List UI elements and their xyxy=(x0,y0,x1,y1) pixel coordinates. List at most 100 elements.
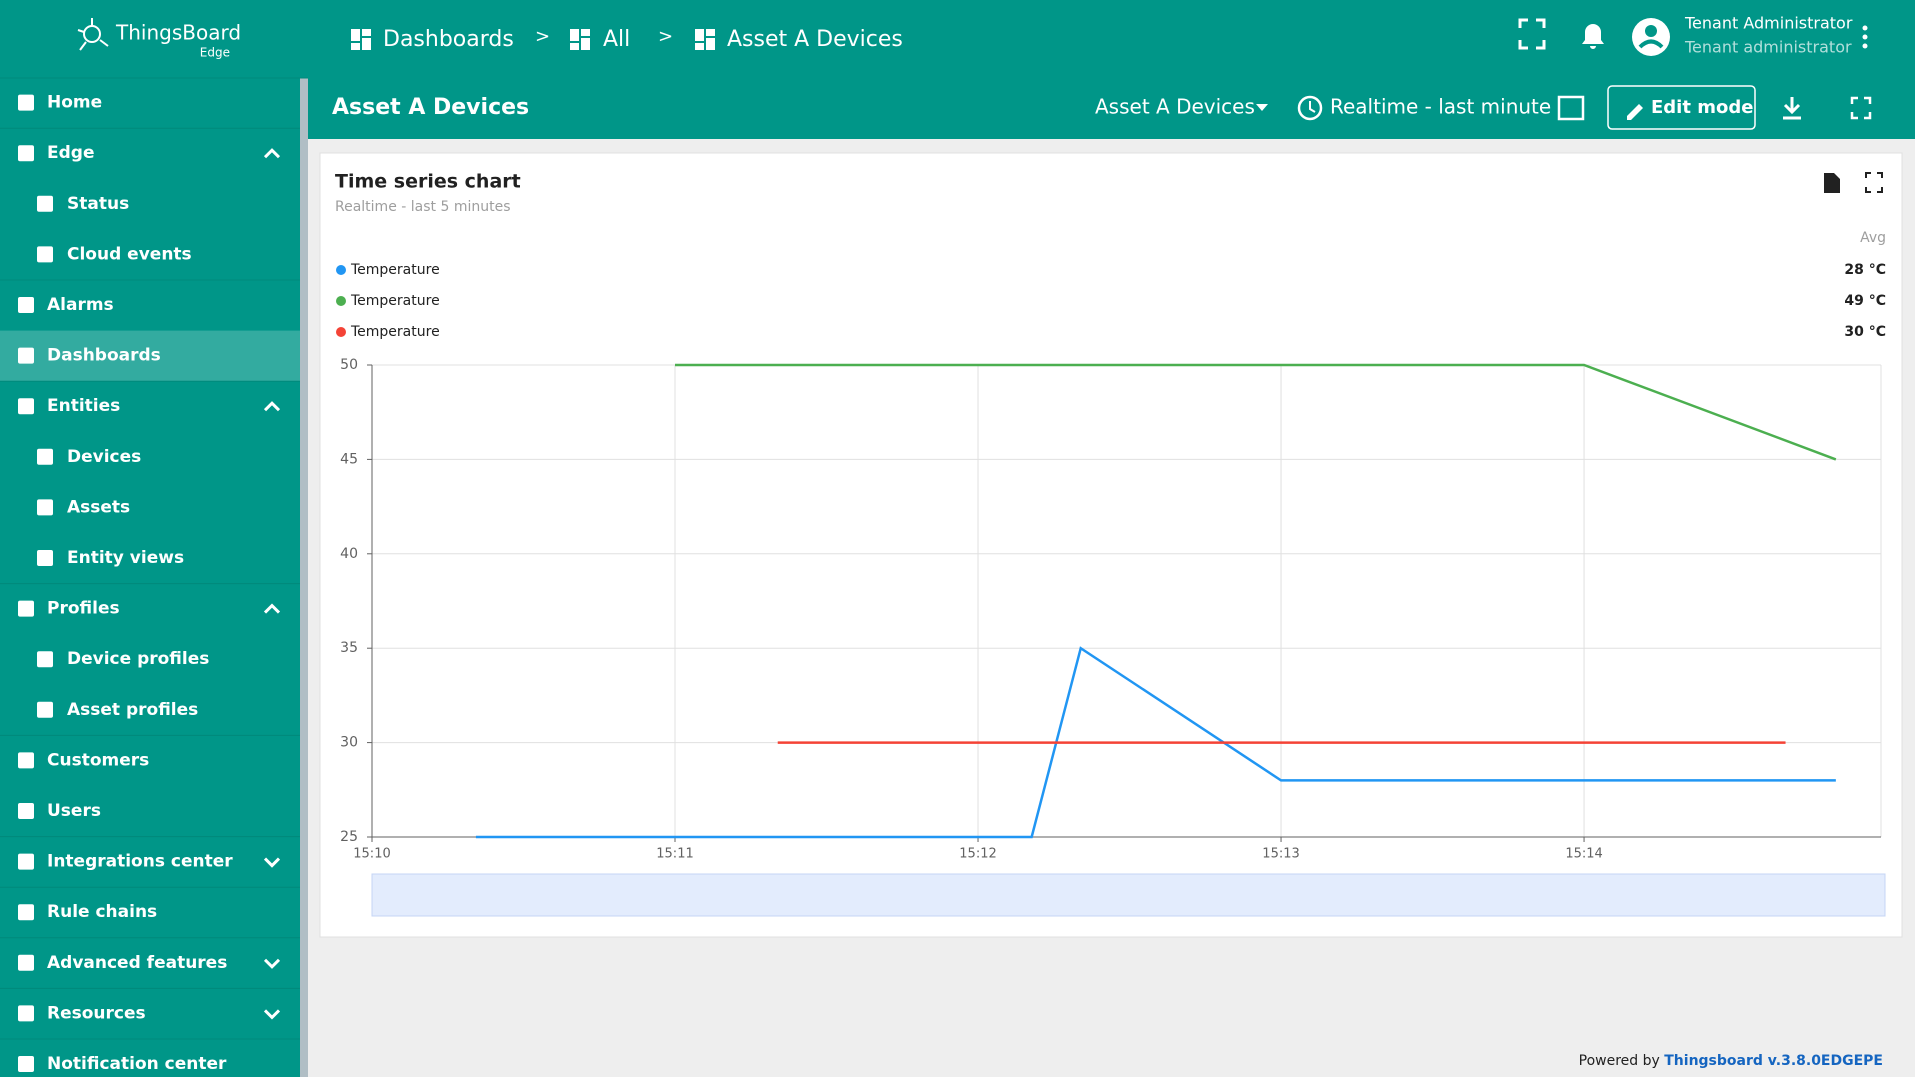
dashboard-icon xyxy=(581,38,590,50)
legend-avg: 28 °C xyxy=(1844,262,1886,278)
menu-item[interactable]: Resources xyxy=(47,1003,146,1023)
chevron[interactable] xyxy=(263,857,281,868)
state-select[interactable]: Asset A Devices xyxy=(1095,95,1255,119)
x-tick-label: 15:10 xyxy=(353,847,390,862)
breadcrumb[interactable]: Dashboards xyxy=(383,27,514,52)
logo-icon xyxy=(77,18,109,51)
y-tick-label: 50 xyxy=(340,357,358,373)
logo-text: ThingsBoard xyxy=(115,21,241,45)
menu-item[interactable]: Dashboards xyxy=(47,346,161,366)
item-icon xyxy=(18,752,34,769)
active-item xyxy=(0,330,300,382)
notifications-button[interactable] xyxy=(1582,24,1604,49)
menu-item[interactable]: Home xyxy=(47,93,102,113)
dashboard-icon xyxy=(695,29,704,41)
data-zoom[interactable] xyxy=(371,873,1886,917)
x-tick-label: 15:14 xyxy=(1565,847,1602,862)
legend-dot xyxy=(336,296,346,306)
dashboard-icon xyxy=(706,29,715,36)
series-line xyxy=(675,363,1837,461)
user-role: Tenant administrator xyxy=(1684,38,1852,57)
menu-item[interactable]: Asset profiles xyxy=(67,700,198,720)
more-button[interactable] xyxy=(1862,25,1868,49)
legend-dot xyxy=(336,327,346,337)
item-icon xyxy=(37,651,53,668)
dashboard-icon xyxy=(351,43,360,50)
legend-label[interactable]: Temperature xyxy=(350,262,440,278)
menu-item[interactable]: Rule chains xyxy=(47,902,157,922)
menu-item[interactable]: Assets xyxy=(67,497,130,517)
breadcrumb-separator: > xyxy=(535,26,550,47)
chevron[interactable] xyxy=(263,603,281,614)
y-tick-label: 40 xyxy=(340,546,358,562)
dashboard-icon xyxy=(570,29,579,41)
clock-hands xyxy=(1309,101,1316,113)
breadcrumb[interactable]: Asset A Devices xyxy=(727,27,903,52)
download-button[interactable] xyxy=(1783,97,1801,120)
x-tick-label: 15:11 xyxy=(656,847,693,862)
menu-item[interactable]: Entity views xyxy=(67,548,184,568)
menu-item[interactable]: Users xyxy=(47,801,101,821)
footer-prefix: Powered by xyxy=(1579,1053,1660,1069)
item-icon xyxy=(18,1005,34,1022)
item-icon xyxy=(18,347,34,364)
legend-label[interactable]: Temperature xyxy=(350,324,440,340)
menu-item[interactable]: Customers xyxy=(47,750,149,770)
menu-item[interactable]: Cloud events xyxy=(67,244,192,264)
widget-card xyxy=(319,152,1903,938)
chevron[interactable] xyxy=(263,401,281,412)
menu-item[interactable]: Notification center xyxy=(47,1054,227,1074)
menu-item[interactable]: Devices xyxy=(67,447,141,467)
y-tick-label: 35 xyxy=(340,640,358,656)
breadcrumb-separator: > xyxy=(658,26,673,47)
y-tick-label: 25 xyxy=(340,829,358,845)
menu-item[interactable]: Advanced features xyxy=(47,953,227,973)
scrollbar xyxy=(300,78,308,1077)
y-tick-label: 45 xyxy=(340,451,358,467)
widget-fullscreen-button[interactable] xyxy=(1865,172,1883,193)
export-button[interactable] xyxy=(1824,173,1840,193)
dashboard-icon xyxy=(706,38,715,50)
fullscreen-button[interactable] xyxy=(1518,18,1546,50)
menu-item[interactable]: Status xyxy=(67,194,129,214)
chevron[interactable] xyxy=(263,958,281,969)
timewindow[interactable]: Realtime - last minute xyxy=(1330,95,1551,119)
legend-header: Avg xyxy=(1860,230,1886,246)
x-tick-label: 15:13 xyxy=(1262,847,1299,862)
menu-item[interactable]: Edge xyxy=(47,143,94,163)
item-icon xyxy=(37,448,53,465)
item-icon xyxy=(37,550,53,566)
menu-item[interactable]: Integrations center xyxy=(47,852,233,872)
item-icon xyxy=(18,853,34,870)
item-icon xyxy=(18,94,34,111)
dashboard-icon xyxy=(570,43,579,50)
menu-item[interactable]: Profiles xyxy=(47,599,120,619)
dashboard-icon xyxy=(581,29,590,36)
chevron[interactable] xyxy=(263,148,281,159)
user-avatar-body xyxy=(1638,39,1664,49)
breadcrumb[interactable]: All xyxy=(603,27,630,52)
dashboard-fullscreen-button[interactable] xyxy=(1850,96,1872,120)
sidebar xyxy=(0,0,308,1077)
dropdown-arrow xyxy=(1256,104,1268,111)
menu-item[interactable]: Alarms xyxy=(47,295,114,315)
user-avatar-head xyxy=(1645,25,1657,37)
menu-item[interactable]: Entities xyxy=(47,396,120,416)
footer-link[interactable]: Thingsboard v.3.8.0EDGEPE xyxy=(1664,1053,1883,1069)
edit-mode-button[interactable] xyxy=(1607,85,1756,130)
top-bar xyxy=(0,0,1915,139)
legend-avg: 30 °C xyxy=(1844,324,1886,340)
item-icon xyxy=(37,499,53,516)
chevron[interactable] xyxy=(263,1009,281,1020)
legend-dot xyxy=(336,265,346,275)
dashboard-icon xyxy=(695,43,704,50)
dashboard-icon xyxy=(351,29,360,41)
image-button[interactable] xyxy=(1557,95,1585,121)
item-icon xyxy=(18,600,34,617)
item-icon xyxy=(18,1056,34,1072)
legend-label[interactable]: Temperature xyxy=(350,293,440,309)
series-line xyxy=(475,646,1836,839)
menu-item[interactable]: Device profiles xyxy=(67,649,209,669)
